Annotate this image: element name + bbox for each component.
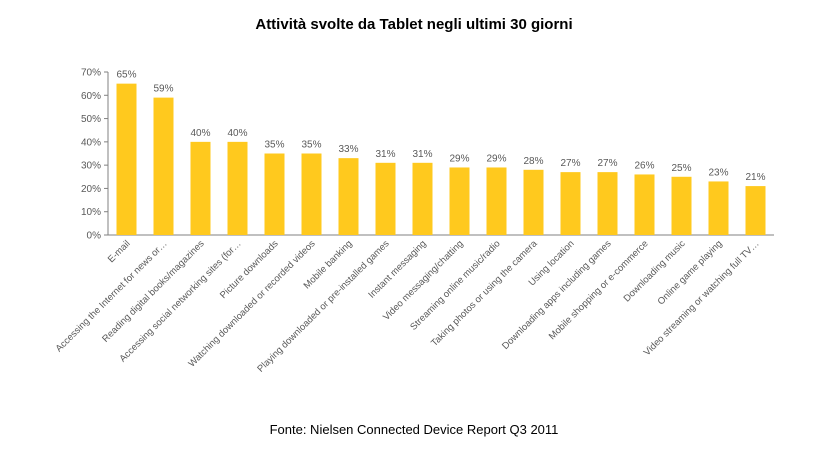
data-label: 59% xyxy=(153,84,173,95)
data-label: 25% xyxy=(671,163,691,174)
bar xyxy=(227,141,248,235)
bar xyxy=(634,174,655,235)
bar xyxy=(301,153,322,235)
category-label: Playing downloaded or pre-installed game… xyxy=(255,238,391,374)
bar xyxy=(486,167,507,235)
category-label: Downloading music xyxy=(622,238,688,304)
bar xyxy=(560,172,581,235)
bar xyxy=(523,169,544,235)
y-tick-label: 60% xyxy=(81,91,101,102)
data-label: 26% xyxy=(634,160,654,171)
data-label: 65% xyxy=(116,70,136,81)
y-tick-label: 0% xyxy=(87,231,102,242)
data-labels: 65% 59% 40% 40% 35% 35% 33% 31% 31% 29% 29% 28% 27% 2… xyxy=(116,70,765,183)
bar xyxy=(745,186,766,235)
data-label: 23% xyxy=(708,167,728,178)
bar xyxy=(264,153,285,235)
category-label: E-mail xyxy=(106,238,133,265)
bar xyxy=(449,167,470,235)
data-label: 40% xyxy=(227,128,247,139)
bar xyxy=(116,83,137,236)
data-label: 31% xyxy=(375,149,395,160)
bar xyxy=(153,97,174,235)
bar xyxy=(190,141,211,235)
bar xyxy=(708,181,729,235)
source-note: Fonte: Nielsen Connected Device Report Q… xyxy=(269,422,559,437)
y-tick-label: 10% xyxy=(81,207,101,218)
category-label: Online game playing xyxy=(656,238,725,307)
bar xyxy=(338,158,359,235)
y-tick-label: 20% xyxy=(81,184,101,195)
data-label: 40% xyxy=(190,128,210,139)
bar xyxy=(375,162,396,235)
y-tick-label: 50% xyxy=(81,114,101,125)
y-tick-label: 30% xyxy=(81,161,101,172)
bar xyxy=(671,176,692,235)
data-label: 27% xyxy=(597,158,617,169)
data-label: 31% xyxy=(412,149,432,160)
bar xyxy=(597,172,618,235)
y-axis: 0% 10% 20% 30% 40% 50% 60% 70% xyxy=(81,68,774,242)
data-label: 35% xyxy=(264,140,284,151)
data-label: 28% xyxy=(523,156,543,167)
y-tick-label: 70% xyxy=(81,68,101,79)
y-tick-label: 40% xyxy=(81,137,101,148)
bars xyxy=(116,83,766,236)
data-label: 29% xyxy=(449,153,469,164)
data-label: 29% xyxy=(486,153,506,164)
data-label: 21% xyxy=(745,172,765,183)
data-label: 33% xyxy=(338,144,358,155)
bar xyxy=(412,162,433,235)
data-label: 27% xyxy=(560,158,580,169)
chart-title: Attività svolte da Tablet negli ultimi 3… xyxy=(255,16,573,33)
data-label: 35% xyxy=(301,140,321,151)
